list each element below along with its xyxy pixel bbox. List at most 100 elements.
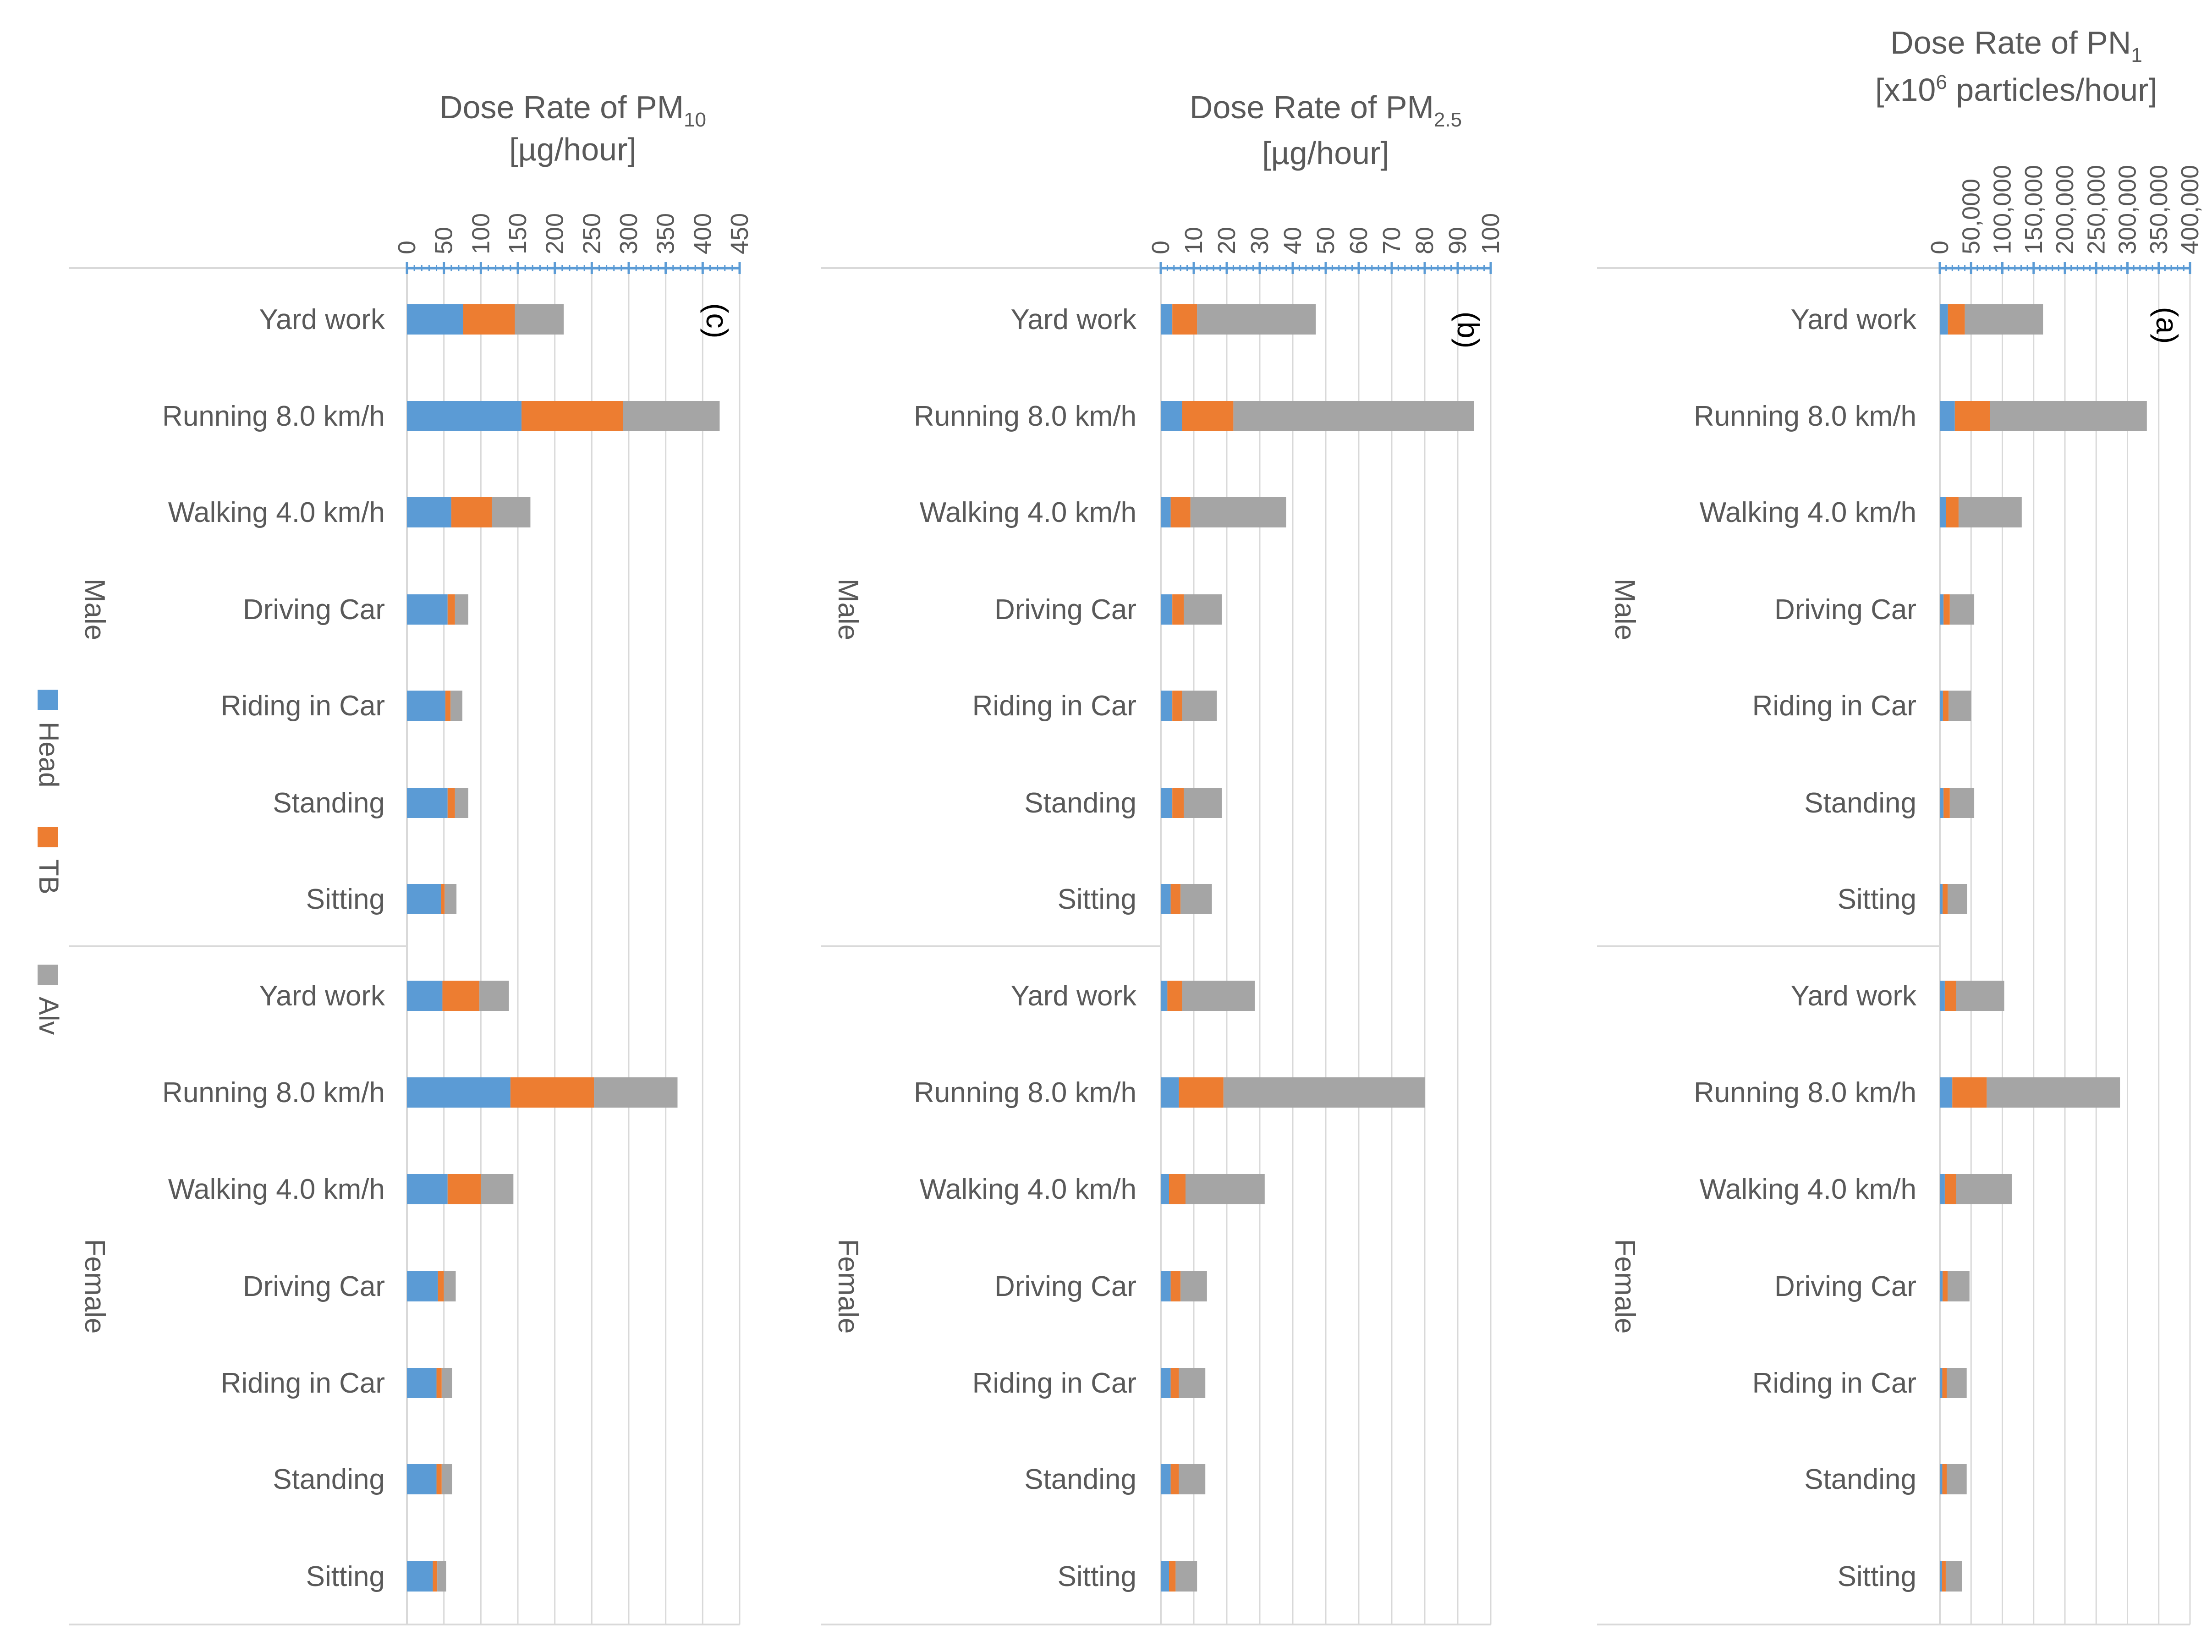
bar-segment-head (1161, 1368, 1171, 1398)
chart-units: [x106 particles/hour] (1875, 71, 2157, 108)
category-label: Driving Car (243, 1271, 385, 1302)
bar-segment-head (1161, 497, 1171, 527)
category-label: Riding in Car (221, 690, 385, 722)
bar-segment-alv (1947, 1368, 1967, 1398)
bar-segment-head (407, 884, 441, 914)
group-label: Male (1609, 579, 1641, 640)
category-label: Driving Car (1774, 594, 1916, 626)
chart-units: [µg/hour] (509, 132, 637, 167)
category-label: Standing (273, 1464, 385, 1495)
bar-segment-tb (447, 788, 455, 818)
tick-label: 60 (1345, 227, 1372, 254)
tick-label: 350,000 (2145, 165, 2173, 254)
bar-segment-alv (1179, 1464, 1206, 1494)
tick-label: 0 (393, 241, 421, 254)
legend-label: Head (33, 722, 64, 787)
category-label: Walking 4.0 km/h (1700, 497, 1916, 528)
bar-segment-tb (438, 1271, 444, 1301)
bar-segment-alv (1184, 594, 1222, 625)
bar-segment-tb (1943, 594, 1950, 625)
category-label: Standing (273, 787, 385, 819)
bar-segment-alv (1949, 691, 1971, 721)
bar-segment-alv (1948, 1271, 1970, 1301)
tick-label: 400,000 (2176, 165, 2204, 254)
category-label: Driving Car (243, 594, 385, 626)
group-label: Female (79, 1239, 110, 1334)
tick-label: 80 (1411, 227, 1438, 254)
bar-segment-alv (1987, 1077, 2120, 1108)
legend-swatch-head (38, 690, 58, 710)
bar-segment-head (407, 401, 522, 431)
chart-title: Dose Rate of PM2.5 (1190, 89, 1462, 131)
bar-segment-head (1161, 1464, 1171, 1494)
chart-title: Dose Rate of PN1 (1890, 25, 2142, 66)
category-label: Riding in Car (221, 1367, 385, 1399)
chart-units: [µg/hour] (1262, 135, 1389, 171)
bar-segment-tb (1167, 981, 1182, 1011)
tick-label: 40 (1279, 227, 1306, 254)
bar-segment-head (1161, 884, 1171, 914)
bar-segment-head (1161, 1271, 1171, 1301)
tick-label: 70 (1378, 227, 1405, 254)
bar-segment-head (1161, 1077, 1179, 1108)
bar-segment-tb (1942, 1561, 1946, 1592)
chart-panel-c: 0 50 100 150 200 250 300 350 400 450 Dose Rate of … (69, 89, 753, 1625)
tick-label: 300 (615, 213, 642, 254)
bar-segment-tb (1170, 1368, 1179, 1398)
category-label: Driving Car (1774, 1271, 1916, 1302)
category-label: Yard work (1011, 980, 1137, 1012)
bar-segment-head (1940, 788, 1944, 818)
bar-segment-tb (445, 691, 451, 721)
tick-label: 50 (1312, 227, 1339, 254)
bar-segment-tb (442, 981, 480, 1011)
bar-segment-tb (1170, 497, 1191, 527)
bar-segment-tb (447, 1174, 481, 1204)
panel-label: (a) (2150, 307, 2184, 344)
legend-label: Alv (33, 997, 64, 1035)
bar-segment-head (407, 691, 445, 721)
category-label: Sitting (1058, 1561, 1136, 1592)
bar-segment-tb (447, 594, 455, 625)
category-label: Walking 4.0 km/h (168, 1174, 385, 1205)
bar-segment-tb (1170, 1271, 1181, 1301)
bar-segment-alv (444, 1271, 456, 1301)
bar-segment-alv (455, 788, 468, 818)
tick-label: 20 (1213, 227, 1240, 254)
category-label: Standing (1804, 787, 1916, 819)
bar-segment-head (1940, 497, 1946, 527)
chart-title: Dose Rate of PM10 (439, 89, 706, 131)
bar-segment-tb (521, 401, 623, 431)
category-label: Standing (1024, 1464, 1136, 1495)
bar-segment-tb (433, 1561, 438, 1592)
bar-segment-tb (1944, 981, 1956, 1011)
category-label: Driving Car (994, 1271, 1136, 1302)
tick-label: 90 (1444, 227, 1471, 254)
bar-segment-head (1940, 304, 1948, 335)
category-label: Standing (1024, 787, 1136, 819)
bar-segment-alv (1948, 884, 1967, 914)
bar-segment-alv (1179, 1368, 1206, 1398)
bar-segment-alv (481, 1174, 514, 1204)
bar-segment-head (407, 981, 443, 1011)
bar-segment-head (1940, 401, 1955, 431)
bar-segment-alv (479, 981, 509, 1011)
bar-segment-head (407, 1174, 448, 1204)
bar-segment-tb (1952, 1077, 1987, 1108)
category-label: Riding in Car (1752, 690, 1916, 722)
bar-segment-alv (1180, 1271, 1207, 1301)
bar-segment-tb (1170, 884, 1181, 914)
bar-segment-alv (1990, 401, 2147, 431)
group-label: Male (832, 579, 864, 640)
bar-segment-tb (1948, 304, 1965, 335)
bar-segment-alv (441, 1464, 452, 1494)
category-label: Walking 4.0 km/h (168, 497, 385, 528)
category-label: Standing (1804, 1464, 1916, 1495)
bar-segment-alv (1965, 304, 2043, 335)
tick-label: 150,000 (2020, 165, 2047, 254)
bar-segment-head (1940, 884, 1943, 914)
bar-segment-tb (1172, 304, 1197, 335)
category-label: Running 8.0 km/h (1694, 1077, 1916, 1109)
bar-segment-tb (1943, 884, 1948, 914)
category-label: Walking 4.0 km/h (1700, 1174, 1916, 1205)
